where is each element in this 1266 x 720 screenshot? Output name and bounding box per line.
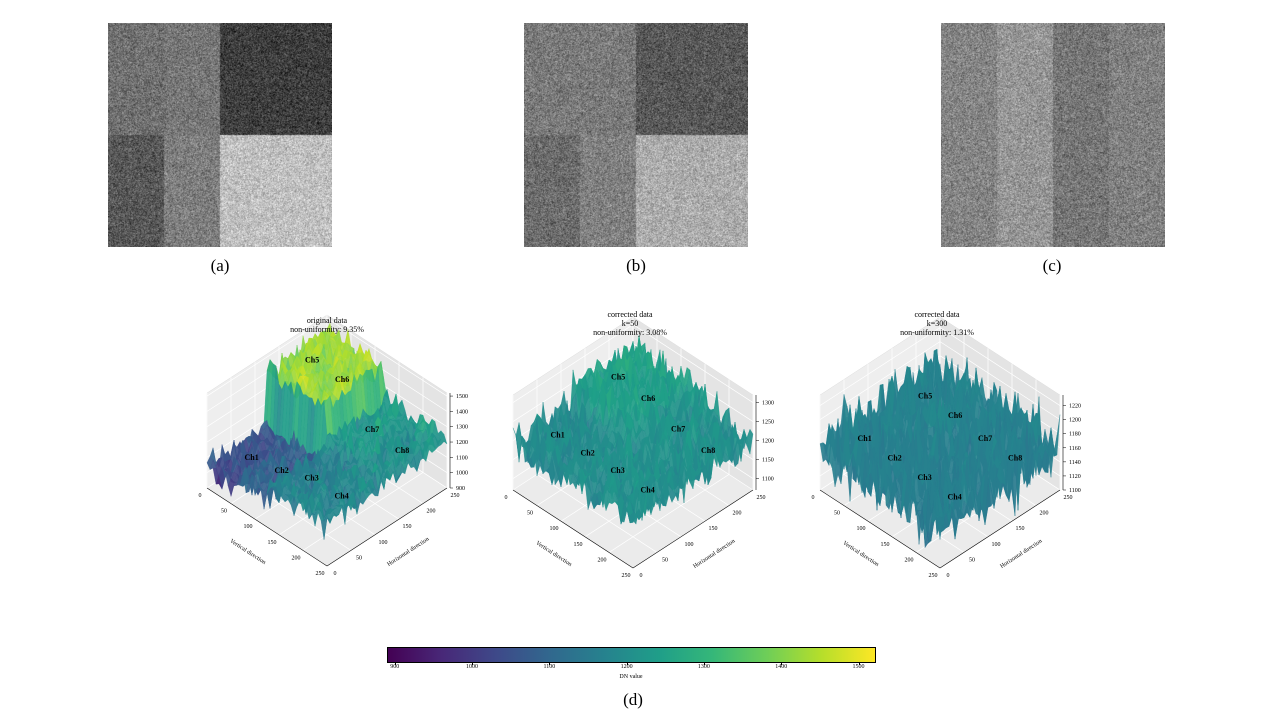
channel-label: Ch2	[581, 448, 595, 457]
channel-label: Ch3	[918, 473, 932, 482]
horizontal-direction-label: Horizontal direction	[386, 536, 430, 567]
image-panel-b	[524, 23, 748, 247]
surface-cell	[323, 517, 331, 540]
z-tick-label: 1200	[762, 439, 774, 445]
channel-label: Ch1	[858, 434, 872, 443]
z-tick-label: 1300	[456, 425, 468, 431]
vertical-tick-label: 50	[527, 511, 533, 517]
caption-b: (b)	[626, 256, 646, 275]
vertical-tick-label: 0	[812, 495, 815, 501]
channel-label: Ch8	[1008, 453, 1022, 462]
channel-label: Ch6	[335, 375, 349, 384]
channel-label: Ch1	[551, 431, 565, 440]
surface-mesh	[512, 335, 754, 525]
gridline	[819, 341, 1061, 420]
channel-label: Ch2	[275, 466, 289, 475]
gridline	[512, 324, 754, 403]
gridline	[302, 472, 424, 551]
channel-label: Ch6	[641, 394, 655, 403]
surface-mesh	[819, 348, 1061, 548]
caption-a: (a)	[210, 256, 230, 275]
channel-label: Ch1	[245, 453, 259, 462]
surface-plots: Ch1 Ch2 Ch3 Ch4 Ch5 Ch6 Ch7 Ch8 0 50 100 150 200 250 0…	[199, 314, 1081, 579]
horizontal-tick-label: 200	[427, 509, 436, 515]
vertical-tick-label: 100	[550, 526, 559, 532]
gridline	[608, 474, 730, 553]
vertical-tick-label: 250	[316, 571, 325, 577]
vertical-tick-label: 0	[199, 493, 202, 499]
channel-label: Ch7	[978, 434, 992, 443]
horizontal-axis	[632, 489, 754, 569]
horizontal-tick-label: 250	[757, 495, 766, 501]
horizontal-tick-label: 150	[709, 526, 718, 532]
z-tick-label: 1150	[762, 458, 774, 464]
horizontal-tick-label: 150	[403, 524, 412, 530]
z-tick-label: 1250	[762, 420, 774, 426]
horizontal-tick-label: 0	[640, 573, 643, 579]
horizontal-axis	[326, 487, 448, 567]
vertical-tick-label: 100	[244, 524, 253, 530]
horizontal-tick-label: 100	[685, 542, 694, 548]
gridline	[206, 317, 448, 397]
vertical-tick-label: 200	[292, 555, 301, 561]
vertical-direction-label: Vertical direction	[229, 538, 267, 566]
horizontal-tick-label: 100	[379, 540, 388, 546]
z-tick-label: 1100	[762, 477, 774, 483]
channel-label: Ch8	[395, 446, 409, 455]
channel-label: Ch5	[611, 372, 625, 381]
vertical-tick-label: 250	[622, 573, 631, 579]
vertical-tick-label: 0	[505, 495, 508, 501]
surface-cell	[629, 512, 637, 525]
gridline	[819, 327, 1061, 406]
surface-plot-2: Ch1 Ch2 Ch3 Ch4 Ch5 Ch6 Ch7 Ch8 0 50 100 150 200 250 0…	[505, 316, 774, 579]
image-panel-c	[941, 23, 1165, 247]
image-panel-a	[108, 23, 332, 247]
horizontal-tick-label: 250	[451, 493, 460, 499]
vertical-tick-label: 50	[834, 511, 840, 517]
horizontal-tick-label: 50	[356, 555, 362, 561]
channel-label: Ch7	[365, 425, 379, 434]
horizontal-tick-label: 50	[662, 557, 668, 563]
channel-label: Ch5	[305, 355, 319, 364]
horizontal-tick-label: 200	[733, 511, 742, 517]
channel-label: Ch5	[918, 391, 932, 400]
channel-label: Ch3	[305, 473, 319, 482]
vertical-tick-label: 50	[221, 509, 227, 515]
vertical-tick-label: 150	[574, 542, 583, 548]
z-tick-label: 900	[456, 486, 465, 492]
vertical-direction-label: Vertical direction	[535, 540, 573, 568]
z-tick-label: 1500	[456, 394, 468, 400]
channel-label: Ch8	[701, 446, 715, 455]
horizontal-direction-label: Horizontal direction	[692, 538, 736, 569]
vertical-tick-label: 200	[598, 557, 607, 563]
channel-label: Ch2	[888, 454, 902, 463]
z-tick-label: 1400	[456, 409, 468, 415]
surface-plot-1: Ch1 Ch2 Ch3 Ch4 Ch5 Ch6 Ch7 Ch8 0 50 100 150 200 250 0…	[199, 314, 468, 577]
channel-label: Ch4	[948, 493, 962, 502]
surface-mesh	[206, 323, 448, 540]
caption-c: (c)	[1042, 256, 1062, 275]
vertical-tick-label: 150	[268, 540, 277, 546]
channel-label: Ch4	[641, 485, 655, 494]
vertical-axis	[512, 489, 634, 569]
channel-label: Ch3	[611, 466, 625, 475]
z-tick-label: 1300	[762, 401, 774, 407]
z-tick-label: 1100	[456, 455, 468, 461]
gridline	[536, 474, 658, 553]
z-tick-label: 1000	[456, 471, 468, 477]
z-tick-label: 1200	[456, 440, 468, 446]
horizontal-tick-label: 0	[334, 571, 337, 577]
channel-label: Ch7	[671, 425, 685, 434]
channel-label: Ch6	[948, 411, 962, 420]
vertical-axis	[206, 487, 328, 567]
channel-label: Ch4	[335, 491, 349, 500]
